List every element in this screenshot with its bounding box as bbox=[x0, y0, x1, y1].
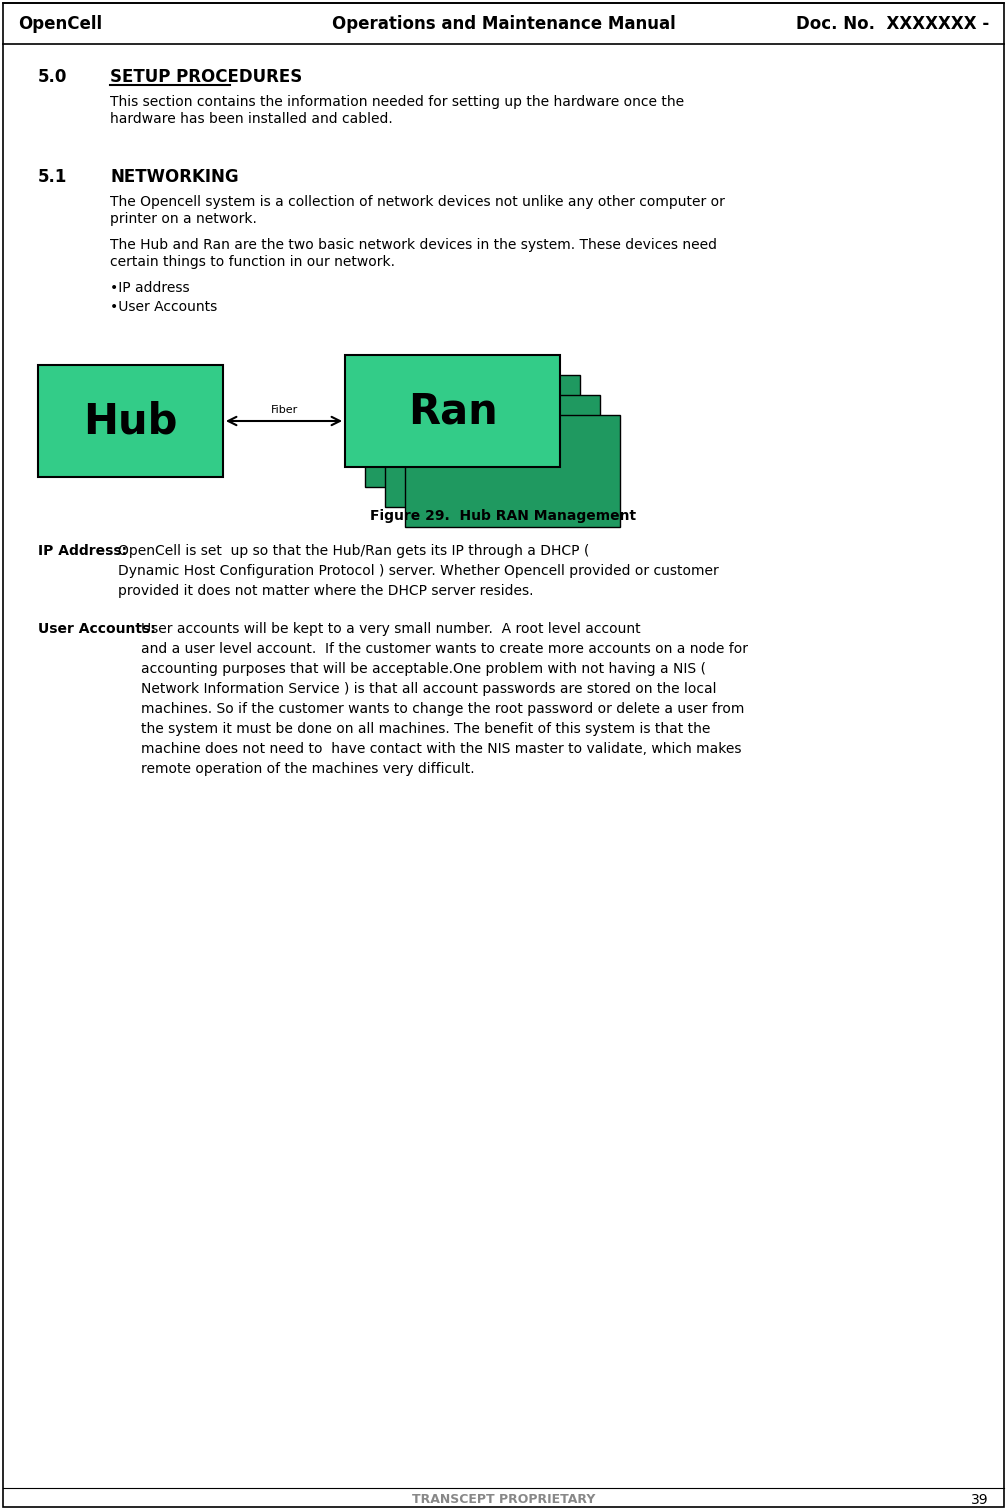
Bar bbox=[38, 365, 223, 477]
Bar bbox=[385, 396, 600, 507]
Text: SETUP PROCEDURES: SETUP PROCEDURES bbox=[110, 68, 302, 86]
Bar bbox=[365, 374, 580, 488]
Text: Operations and Maintenance Manual: Operations and Maintenance Manual bbox=[331, 15, 676, 33]
Text: Doc. No.  XXXXXXX -: Doc. No. XXXXXXX - bbox=[796, 15, 989, 33]
Text: This section contains the information needed for setting up the hardware once th: This section contains the information ne… bbox=[110, 95, 684, 109]
Text: certain things to function in our network.: certain things to function in our networ… bbox=[110, 255, 395, 269]
Text: 39: 39 bbox=[972, 1493, 989, 1507]
Text: •IP address: •IP address bbox=[110, 281, 189, 294]
Text: The Hub and Ran are the two basic network devices in the system. These devices n: The Hub and Ran are the two basic networ… bbox=[110, 239, 717, 252]
Text: Hub: Hub bbox=[84, 400, 178, 442]
Text: Figure 29.  Hub RAN Management: Figure 29. Hub RAN Management bbox=[371, 509, 636, 522]
Text: OpenCell is set  up so that the Hub/Ran gets its IP through a DHCP (
Dynamic Hos: OpenCell is set up so that the Hub/Ran g… bbox=[118, 544, 719, 598]
Text: User Accounts:: User Accounts: bbox=[38, 622, 156, 636]
Text: OpenCell: OpenCell bbox=[18, 15, 102, 33]
Text: NETWORKING: NETWORKING bbox=[110, 168, 239, 186]
Text: 5.0: 5.0 bbox=[38, 68, 67, 86]
Text: IP Address:: IP Address: bbox=[38, 544, 127, 559]
Text: TRANSCEPT PROPRIETARY: TRANSCEPT PROPRIETARY bbox=[412, 1493, 595, 1505]
Bar bbox=[405, 415, 620, 527]
Bar bbox=[345, 355, 560, 467]
Text: hardware has been installed and cabled.: hardware has been installed and cabled. bbox=[110, 112, 393, 125]
Text: User accounts will be kept to a very small number.  A root level account
and a u: User accounts will be kept to a very sma… bbox=[141, 622, 748, 776]
Text: •User Accounts: •User Accounts bbox=[110, 300, 218, 314]
Text: 5.1: 5.1 bbox=[38, 168, 67, 186]
Text: The Opencell system is a collection of network devices not unlike any other comp: The Opencell system is a collection of n… bbox=[110, 195, 725, 208]
Text: printer on a network.: printer on a network. bbox=[110, 211, 257, 226]
Text: Ran: Ran bbox=[408, 390, 497, 432]
Text: Fiber: Fiber bbox=[270, 405, 298, 415]
